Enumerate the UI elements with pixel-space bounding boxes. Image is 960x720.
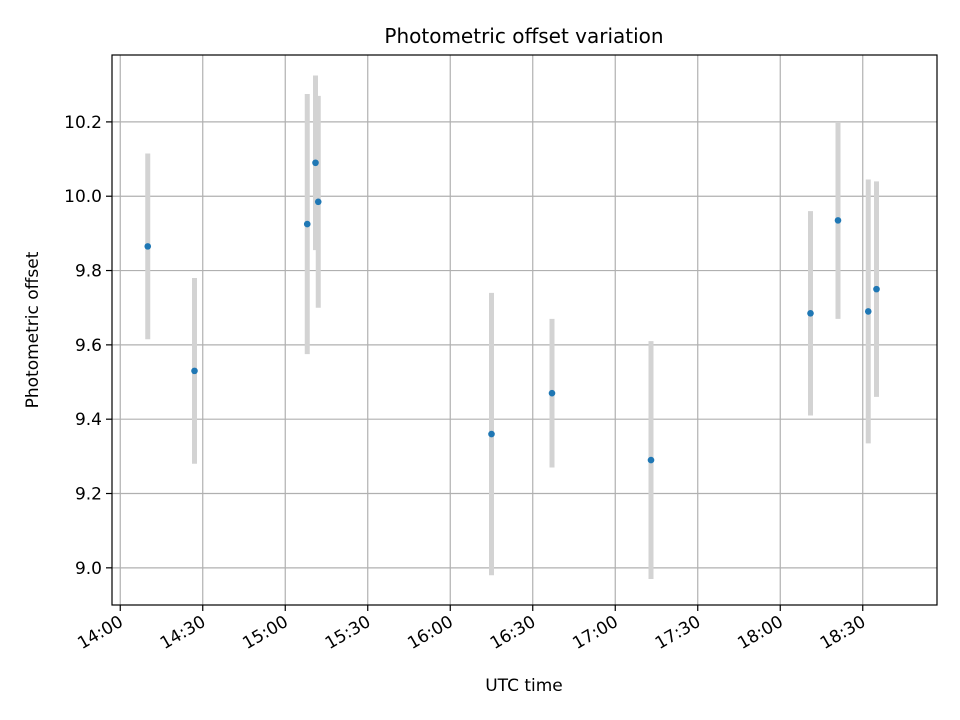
y-tick-label: 10.2 bbox=[64, 113, 102, 133]
data-point bbox=[488, 430, 495, 438]
y-tick-label: 9.0 bbox=[75, 559, 102, 579]
y-tick-label: 10.0 bbox=[64, 187, 102, 207]
data-points bbox=[144, 159, 880, 464]
x-tick-label: 15:30 bbox=[322, 612, 374, 654]
x-tick-label: 17:00 bbox=[569, 612, 621, 654]
x-tick-label: 14:00 bbox=[74, 612, 126, 654]
data-point bbox=[834, 217, 842, 224]
x-tick-label: 17:30 bbox=[652, 612, 704, 654]
data-point bbox=[314, 198, 322, 206]
x-tick-label: 18:00 bbox=[734, 612, 786, 654]
grid bbox=[112, 55, 937, 605]
data-point bbox=[548, 389, 556, 397]
y-tick-label: 9.8 bbox=[75, 262, 102, 282]
data-point bbox=[191, 367, 198, 375]
x-axis-label: UTC time bbox=[485, 676, 563, 696]
data-point bbox=[864, 308, 872, 315]
error-bars bbox=[145, 75, 879, 579]
x-tick-label: 16:30 bbox=[487, 612, 539, 654]
y-axis-label: Photometric offset bbox=[23, 251, 43, 408]
y-axis: 9.0 9.2 9.4 9.6 9.8 10.0 10.2 bbox=[64, 113, 112, 579]
data-point bbox=[873, 285, 880, 293]
data-point bbox=[303, 220, 311, 228]
x-axis: 14:00 14:30 15:00 15:30 16:00 16:30 17:00 17:30… bbox=[74, 605, 869, 654]
x-tick-label: 16:00 bbox=[404, 612, 456, 654]
data-point bbox=[312, 159, 319, 167]
data-point bbox=[647, 456, 655, 464]
data-point bbox=[807, 309, 814, 317]
chart-title: Photometric offset variation bbox=[384, 24, 663, 48]
data-point bbox=[144, 243, 152, 250]
x-tick-label: 18:30 bbox=[817, 612, 869, 654]
plot-frame bbox=[111, 54, 938, 606]
x-tick-label: 14:30 bbox=[157, 612, 209, 654]
y-tick-label: 9.2 bbox=[75, 485, 102, 505]
x-tick-label: 15:00 bbox=[239, 612, 291, 654]
y-tick-label: 9.6 bbox=[75, 336, 102, 356]
y-tick-label: 9.4 bbox=[75, 410, 102, 430]
